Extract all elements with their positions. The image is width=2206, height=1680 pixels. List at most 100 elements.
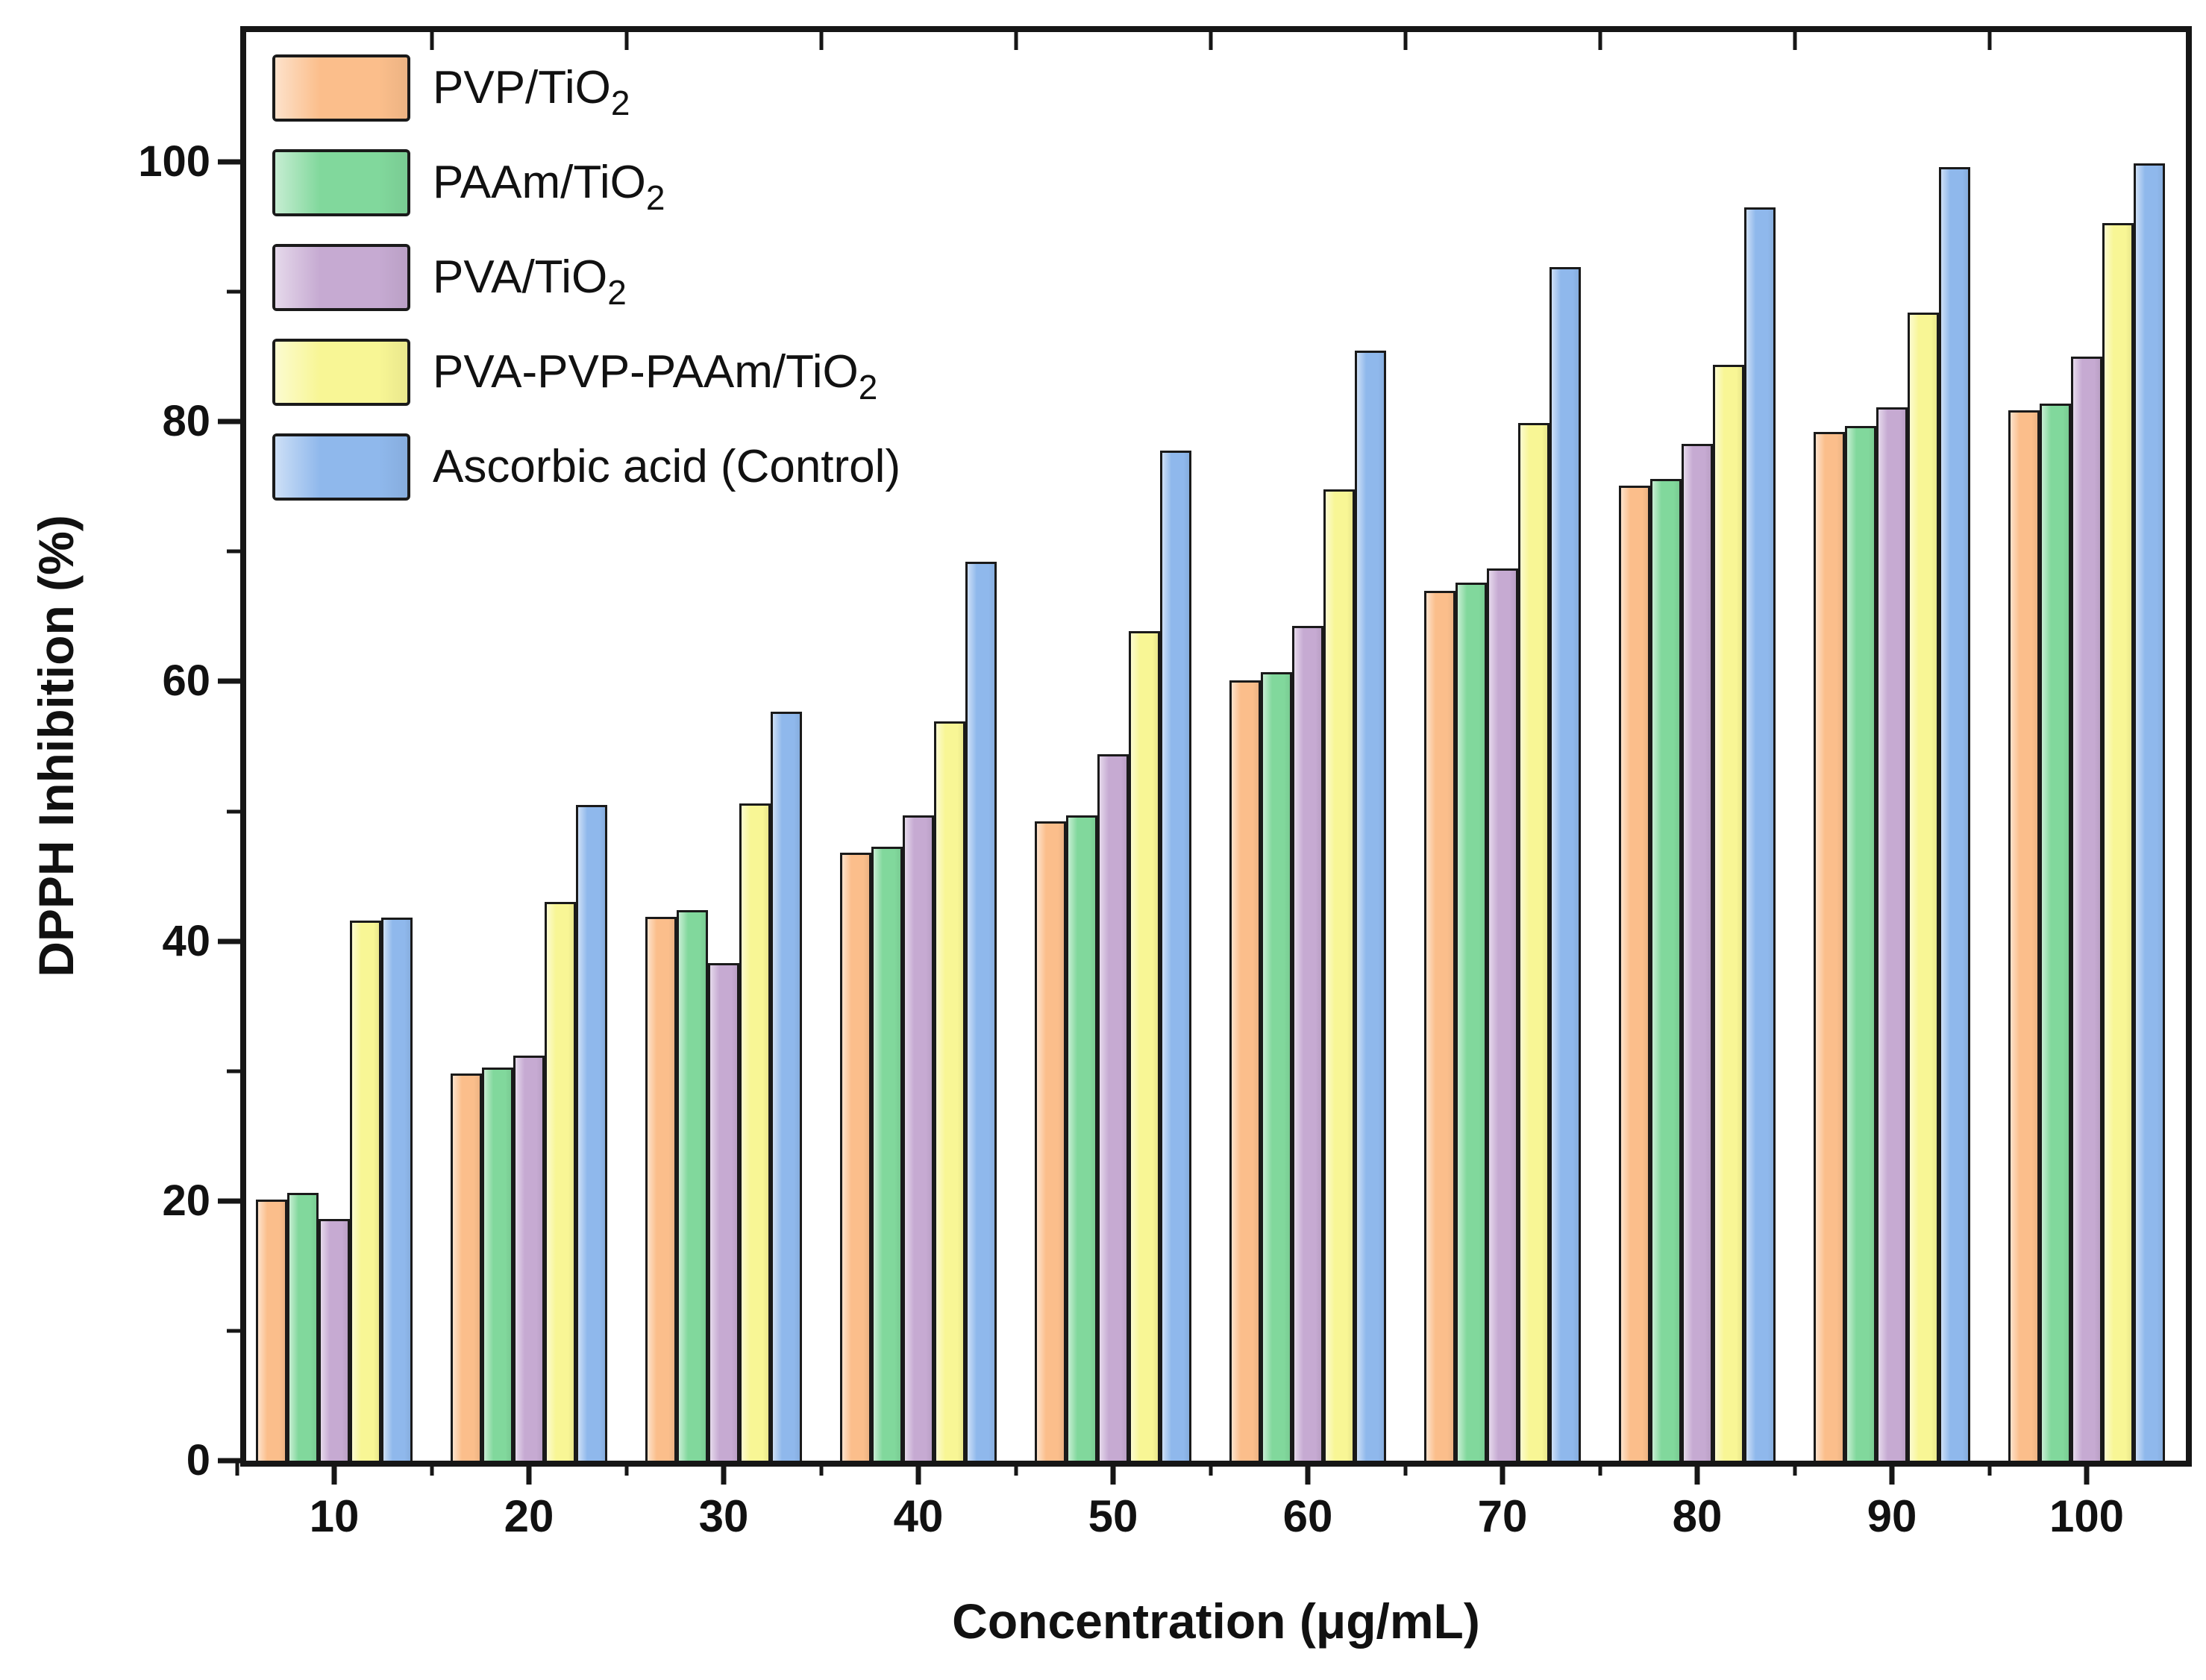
x-tick-label: 10 <box>309 1491 360 1541</box>
x-major-tick <box>721 1461 727 1485</box>
bar-highlight <box>1232 682 1259 1461</box>
bar-highlight <box>1684 445 1711 1461</box>
bar-highlight <box>1131 633 1158 1461</box>
bar-highlight <box>1357 352 1384 1461</box>
x-tick-label: 30 <box>698 1491 749 1541</box>
bar-highlight <box>516 1057 542 1461</box>
legend-label: PAAm/TiO2 <box>433 157 665 216</box>
bar-highlight <box>383 920 410 1461</box>
x-top-tick <box>430 29 433 50</box>
bar-highlight <box>1426 592 1453 1461</box>
y-tick-label: 100 <box>138 137 210 187</box>
bar <box>319 1219 350 1461</box>
bar-highlight <box>1621 487 1648 1461</box>
x-top-tick <box>819 29 823 50</box>
y-minor-tick <box>227 289 240 294</box>
x-top-tick <box>624 29 628 50</box>
bar <box>1549 267 1581 1461</box>
bar-highlight <box>1037 824 1064 1461</box>
bar-highlight <box>547 904 574 1461</box>
bar <box>1097 753 1129 1461</box>
bar <box>1160 450 1191 1461</box>
bar-highlight <box>1552 269 1579 1461</box>
x-major-tick <box>526 1461 532 1485</box>
bar <box>2102 222 2134 1461</box>
x-axis-title: Concentration (μg/mL) <box>952 1593 1480 1649</box>
legend-label: PVA-PVP-PAAm/TiO2 <box>433 346 877 405</box>
bar-highlight <box>2042 405 2069 1461</box>
bar <box>739 803 771 1461</box>
x-minor-tick <box>624 1461 628 1476</box>
legend-label-text: PAAm/TiO <box>433 157 646 208</box>
bar <box>1744 207 1776 1461</box>
bar <box>677 909 708 1461</box>
bar <box>903 815 934 1461</box>
bar-highlight <box>1489 571 1516 1461</box>
bar <box>1518 423 1549 1461</box>
legend-label-text: PVP/TiO <box>433 62 611 113</box>
legend-label-text: PVA-PVP-PAAm/TiO <box>433 346 859 398</box>
bar <box>1292 625 1323 1461</box>
bar-highlight <box>1652 480 1679 1461</box>
x-minor-tick <box>1403 1461 1407 1476</box>
x-tick-label: 50 <box>1088 1491 1138 1541</box>
bar <box>2040 403 2071 1461</box>
legend-swatch <box>272 339 410 406</box>
plot-area: 0 20 40 60 80 100 10 20 30 40 50 60 70 80 90 100 PVP/TiO… <box>138 26 2192 1539</box>
x-top-tick <box>1987 29 1991 50</box>
bar-highlight <box>968 564 994 1461</box>
x-tick-label: 80 <box>1672 1491 1723 1541</box>
bar-highlight <box>648 918 674 1461</box>
bar <box>1229 680 1261 1461</box>
x-minor-tick <box>819 1461 823 1476</box>
x-minor-tick <box>1987 1461 1991 1476</box>
plot-frame <box>240 26 2192 1467</box>
bar-highlight <box>1326 491 1353 1461</box>
legend-label: Ascorbic acid (Control) <box>433 444 900 490</box>
bar-highlight <box>578 806 605 1461</box>
bar <box>545 902 576 1461</box>
bar-highlight <box>842 855 869 1461</box>
bar <box>381 918 413 1461</box>
bar <box>840 853 871 1461</box>
legend-swatch-highlight <box>275 436 407 498</box>
bar <box>350 920 381 1461</box>
bar <box>1261 672 1292 1461</box>
legend-swatch <box>272 54 410 122</box>
bar <box>1876 407 1908 1461</box>
bar <box>451 1073 482 1461</box>
legend-swatch-highlight <box>275 57 407 119</box>
bar-highlight <box>1715 366 1742 1461</box>
bar <box>1814 432 1845 1461</box>
x-top-tick <box>1014 29 1018 50</box>
legend-label-subscript: 2 <box>610 84 630 122</box>
x-minor-tick <box>1793 1461 1796 1476</box>
bar <box>287 1193 319 1461</box>
bar-highlight <box>1263 674 1290 1461</box>
y-major-tick <box>218 678 240 684</box>
bar <box>771 711 802 1461</box>
bar <box>1845 425 1876 1461</box>
bar-highlight <box>1520 425 1547 1461</box>
x-tick-label: 100 <box>2049 1491 2125 1541</box>
bar <box>1035 821 1066 1461</box>
bar <box>513 1055 545 1461</box>
x-major-tick <box>1500 1461 1505 1485</box>
bar-highlight <box>1847 427 1874 1461</box>
bar <box>1619 485 1650 1461</box>
legend-label-subscript: 2 <box>645 178 665 217</box>
bar-highlight <box>2073 359 2100 1461</box>
y-major-tick <box>218 159 240 165</box>
y-minor-tick <box>227 549 240 554</box>
y-tick-label: 40 <box>162 916 210 965</box>
bar-highlight <box>1746 210 1773 1461</box>
bar-highlight <box>321 1221 348 1461</box>
y-tick-label: 20 <box>162 1176 210 1225</box>
bar-highlight <box>2136 165 2163 1461</box>
legend-swatch-highlight <box>275 342 407 403</box>
x-top-tick <box>1209 29 1212 50</box>
legend-label: PVP/TiO2 <box>433 62 630 121</box>
x-minor-tick <box>430 1461 433 1476</box>
bar-highlight <box>2011 412 2037 1461</box>
